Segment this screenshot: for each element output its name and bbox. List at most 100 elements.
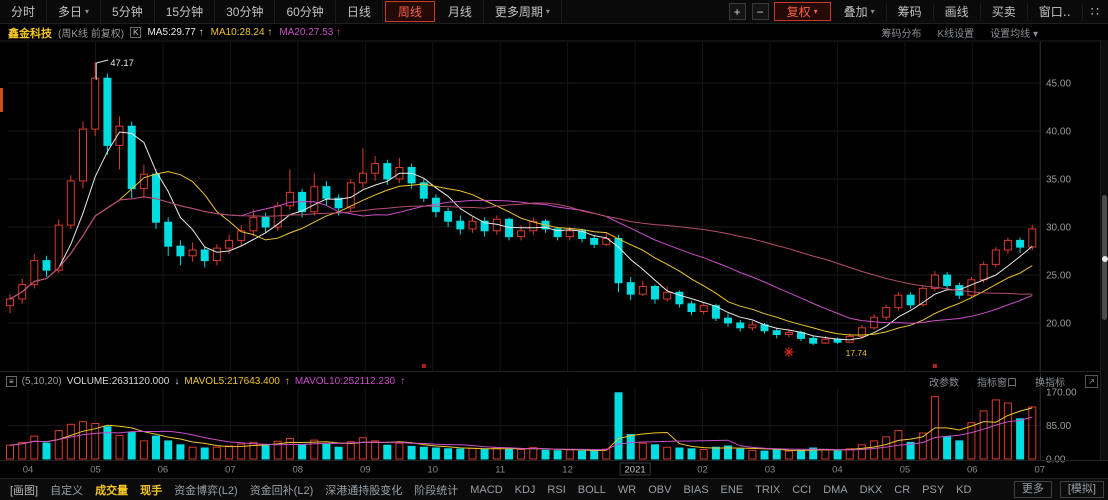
svg-text:03: 03 [765,465,776,476]
stock-name: 鑫金科技 [8,27,52,40]
svg-text:09: 09 [360,465,371,476]
indicator-tab-cr[interactable]: CR [894,483,911,496]
indicator-tab-[interactable]: 现手 [140,484,163,497]
indicator-tab-bias[interactable]: BIAS [683,483,709,496]
indicator-tab-dkx[interactable]: DKX [859,483,883,496]
svg-text:45.00: 45.00 [1046,79,1071,90]
chips-button[interactable]: 筹码 [887,3,934,20]
chevron-down-icon: ▾ [85,7,90,16]
kline-settings-link[interactable]: K线设置 [937,29,975,40]
period-button-item[interactable]: 分时 [0,0,48,23]
indicator-tab-[interactable]: 深港通持股变化 [325,484,403,497]
expand-pane-icon[interactable]: ↗ [1085,375,1098,388]
indicator-tab-cci[interactable]: CCI [792,483,812,496]
more-indicators-button[interactable]: 更多 [1013,481,1052,498]
period-button-item[interactable]: 30分钟 [215,0,276,23]
svg-text:02: 02 [697,465,708,476]
zoom-out-button[interactable]: − [751,3,769,20]
indicator-tab-kd[interactable]: KD [956,483,972,496]
tab-bar-right: 更多 [模拟] [1013,481,1104,498]
mavol5-value: MAVOL5:217643.400 [184,376,280,387]
indicator-tab-bar: [画图] 自定义 成交量 现手 资金博弈(L2) 资金回补(L2) 深港通持股变化 阶段统计… [0,478,1108,500]
chips-link[interactable]: 筹码分布 [881,29,922,40]
indicator-tab-kdj[interactable]: KDJ [514,483,536,496]
svg-text:17.74: 17.74 [846,348,868,358]
chevron-down-icon: ▾ [870,7,875,16]
trade-button[interactable]: 买卖 [981,3,1028,20]
svg-text:08: 08 [293,465,304,476]
ma-settings-link[interactable]: 设置均线 ▾ [990,29,1038,40]
volume-pane-header: ≡ (5,10,20) VOLUME:2631120.000 ↓ MAVOL5:… [0,374,1108,389]
grid-layout-icon[interactable]: ∷ [1090,3,1100,19]
indicator-tab-[interactable]: 成交量 [95,484,129,497]
indicator-tab-macd[interactable]: MACD [470,483,503,496]
toolbar-right-group: + − 复权 ▾ 叠加 ▾ 筹码 画线 买卖 窗口‥ ∷ [726,0,1108,23]
overlay-button[interactable]: 叠加 ▾ [833,3,887,20]
svg-text:20.00: 20.00 [1046,319,1071,330]
mavol10-value: MAVOL10:252112.230 [294,376,396,387]
indicator-window-link[interactable]: 指标窗口 [977,378,1017,389]
kline-mini-icon[interactable]: K [130,27,142,38]
period-button-item[interactable]: 60分钟 [275,0,336,23]
indicator-mini-icon[interactable]: ≡ [6,376,17,387]
chevron-down-icon: ▾ [545,7,550,16]
change-indicator-link[interactable]: 换指标 [1035,378,1065,389]
period-button-item[interactable]: 15分钟 [155,0,216,23]
svg-text:04: 04 [23,465,34,476]
indicator-tab-[interactable]: 自定义 [50,484,84,497]
period-button-active[interactable]: 周线 [384,1,435,22]
zoom-in-button[interactable]: + [728,3,746,20]
indicator-tab-dma[interactable]: DMA [823,483,848,496]
svg-text:40.00: 40.00 [1046,127,1071,138]
indicator-tab-[interactable]: 阶段统计 [414,484,459,497]
toolbar-right-buttons: 复权 ▾ 叠加 ▾ 筹码 画线 买卖 窗口‥ [772,0,1083,23]
indicator-tab-psy[interactable]: PSY [922,483,945,496]
svg-text:04: 04 [832,465,843,476]
draw-tab[interactable]: [画图] [10,484,39,497]
volume-params: (5,10,20) [21,376,62,387]
indicator-tab-boll[interactable]: BOLL [577,483,606,496]
indicator-tab-l2[interactable]: 资金博弈(L2) [174,484,238,497]
svg-text:06: 06 [967,465,978,476]
vertical-scrollbar[interactable] [1100,40,1108,460]
svg-text:85.00: 85.00 [1046,421,1071,432]
ma20-label: MA20:27.53 ↑ [279,27,342,38]
period-button-group: 分时 多日 ▾ 5分钟 15分钟 30分钟 60分钟 日线 周线 月线 更多周期 ▾ [0,0,562,23]
indicator-tab-rsi[interactable]: RSI [547,483,566,496]
fuquan-button[interactable]: 复权 ▾ [773,2,831,21]
svg-text:05: 05 [90,465,101,476]
svg-text:06: 06 [158,465,169,476]
period-button-item[interactable]: 日线 [336,0,383,23]
period-button-item[interactable]: 5分钟 [101,0,155,23]
volume-arrow: ↓ [174,376,180,387]
mavol5-arrow: ↑ [284,376,290,387]
indicator-tab-trix[interactable]: TRIX [755,483,781,496]
period-button-item[interactable]: 月线 [437,0,484,23]
svg-text:12: 12 [562,465,573,476]
svg-text:170.00: 170.00 [1046,388,1077,399]
mavol10-arrow: ↑ [400,376,406,387]
svg-text:07: 07 [225,465,236,476]
indicator-tab-obv[interactable]: OBV [648,483,672,496]
drawline-button[interactable]: 画线 [934,3,981,20]
indicator-tab-l2[interactable]: 资金回补(L2) [249,484,314,497]
svg-text:47.17: 47.17 [110,58,134,69]
ma10-label: MA10:28.24 ↑ [210,27,273,38]
stock-info-bar: 鑫金科技 (周K线 前复权) K MA5:29.77 ↑ MA10:28.24 ↑… [0,25,1108,40]
ma-value-labels: MA5:29.77 ↑ MA10:28.24 ↑ MA20:27.53 ↑ [147,27,348,38]
indicator-tab-wr[interactable]: WR [617,483,637,496]
change-params-link[interactable]: 改参数 [929,378,959,389]
indicator-tabs: 自定义 成交量 现手 资金博弈(L2) 资金回补(L2) 深港通持股变化 阶段统计 MACD K… [44,482,977,498]
scrollbar-marker-dot [1102,256,1108,262]
chevron-down-icon: ▾ [813,7,818,16]
window-button[interactable]: 窗口‥ [1028,3,1083,20]
kline-chart[interactable]: 45.00 40.00 35.00 30.00 25.00 20.00 170.00 85.0… [0,40,1108,478]
indicator-links: 改参数 指标窗口 换指标 ↗ [929,374,1103,389]
indicator-tab-ene[interactable]: ENE [720,483,744,496]
svg-text:2021: 2021 [625,465,646,476]
ma5-label: MA5:29.77 ↑ [147,27,204,38]
period-button-item[interactable]: 多日 ▾ [47,0,102,23]
period-button-item[interactable]: 更多周期 ▾ [484,0,562,23]
simulation-button[interactable]: [模拟] [1059,481,1104,498]
svg-text:07: 07 [1035,465,1046,476]
